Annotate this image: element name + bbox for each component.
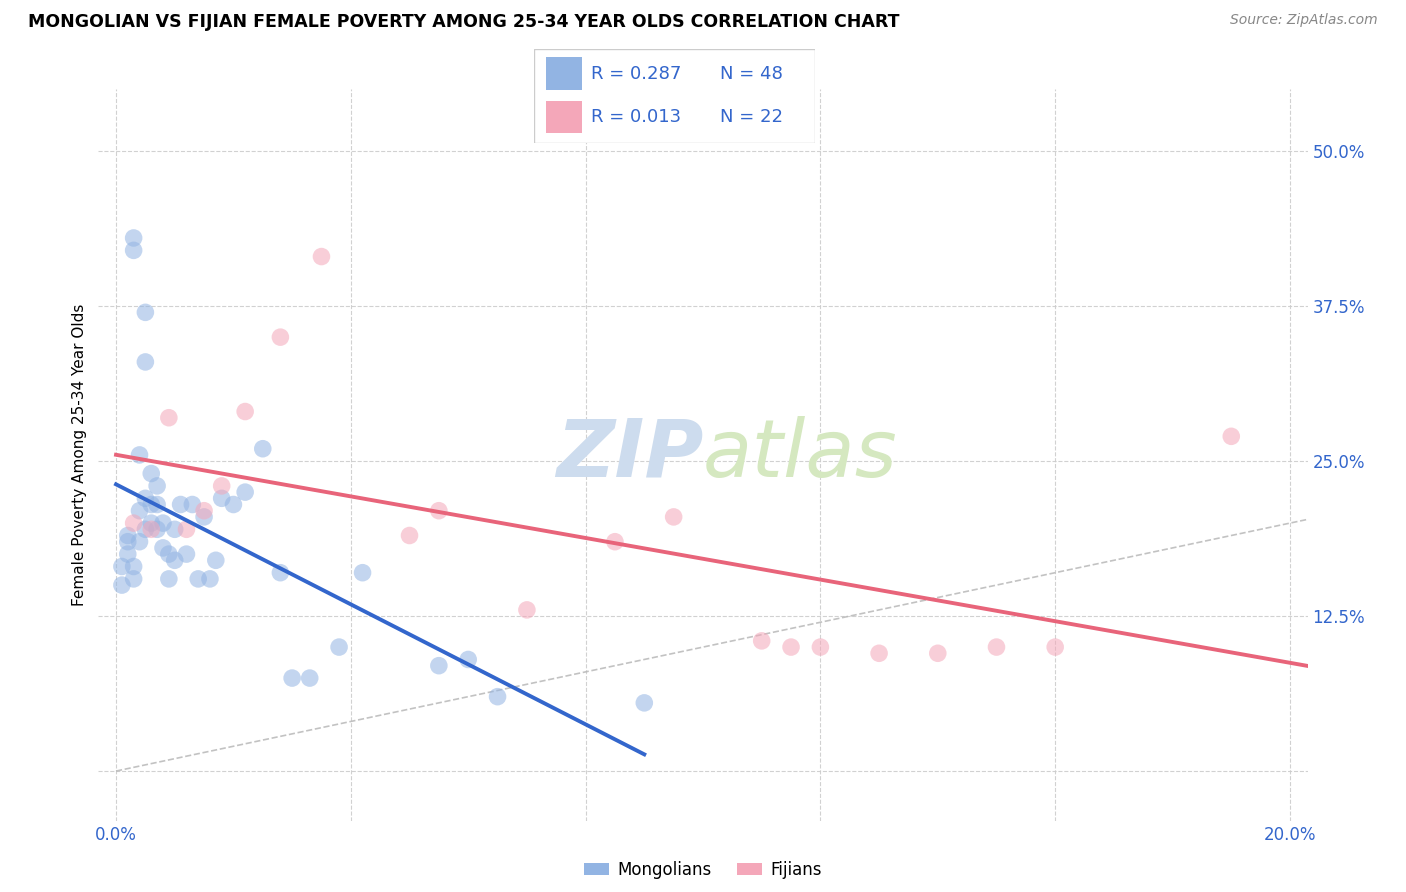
Point xyxy=(187,572,209,586)
Point xyxy=(927,646,949,660)
Point xyxy=(141,522,163,536)
Point xyxy=(157,547,180,561)
Point xyxy=(457,652,479,666)
Point xyxy=(516,603,538,617)
Text: N = 48: N = 48 xyxy=(720,65,783,83)
Point xyxy=(122,572,145,586)
Text: MONGOLIAN VS FIJIAN FEMALE POVERTY AMONG 25-34 YEAR OLDS CORRELATION CHART: MONGOLIAN VS FIJIAN FEMALE POVERTY AMONG… xyxy=(28,13,900,31)
Point xyxy=(211,491,233,506)
Point xyxy=(163,522,186,536)
Point xyxy=(134,491,156,506)
Point xyxy=(122,559,145,574)
Point xyxy=(252,442,274,456)
Text: N = 22: N = 22 xyxy=(720,108,783,126)
Point xyxy=(134,305,156,319)
Point xyxy=(117,534,139,549)
Point xyxy=(141,467,163,481)
Point xyxy=(603,534,626,549)
Y-axis label: Female Poverty Among 25-34 Year Olds: Female Poverty Among 25-34 Year Olds xyxy=(72,304,87,606)
Point xyxy=(122,516,145,530)
Point xyxy=(157,572,180,586)
Point xyxy=(1220,429,1243,443)
Point xyxy=(169,498,191,512)
Point xyxy=(117,547,139,561)
Point xyxy=(328,640,350,654)
Point xyxy=(269,566,291,580)
Point xyxy=(111,559,134,574)
Point xyxy=(193,504,215,518)
Point xyxy=(111,578,134,592)
Point xyxy=(146,479,169,493)
Point xyxy=(311,250,333,264)
Point xyxy=(181,498,204,512)
Point xyxy=(486,690,509,704)
Point xyxy=(134,522,156,536)
Point xyxy=(233,404,256,418)
Point xyxy=(157,410,180,425)
Point xyxy=(1043,640,1066,654)
Point xyxy=(427,504,450,518)
Point xyxy=(122,244,145,258)
Point xyxy=(233,485,256,500)
Text: R = 0.013: R = 0.013 xyxy=(591,108,681,126)
Point xyxy=(146,522,169,536)
Point xyxy=(134,355,156,369)
Point xyxy=(427,658,450,673)
Point xyxy=(128,534,150,549)
FancyBboxPatch shape xyxy=(534,49,815,143)
Point xyxy=(163,553,186,567)
Point xyxy=(751,633,773,648)
Point xyxy=(117,528,139,542)
Point xyxy=(146,498,169,512)
Point xyxy=(662,509,685,524)
Text: atlas: atlas xyxy=(703,416,898,494)
Point xyxy=(986,640,1008,654)
Point xyxy=(222,498,245,512)
Point xyxy=(780,640,803,654)
Point xyxy=(808,640,831,654)
Point xyxy=(193,509,215,524)
Point xyxy=(281,671,304,685)
Point xyxy=(128,504,150,518)
Text: R = 0.287: R = 0.287 xyxy=(591,65,681,83)
Text: Source: ZipAtlas.com: Source: ZipAtlas.com xyxy=(1230,13,1378,28)
Point xyxy=(204,553,226,567)
Text: ZIP: ZIP xyxy=(555,416,703,494)
Point xyxy=(868,646,890,660)
Legend: Mongolians, Fijians: Mongolians, Fijians xyxy=(578,855,828,886)
Point xyxy=(633,696,655,710)
Point xyxy=(176,547,198,561)
Point xyxy=(211,479,233,493)
Point xyxy=(398,528,420,542)
Point xyxy=(152,541,174,555)
Point xyxy=(352,566,374,580)
Point xyxy=(269,330,291,344)
Point xyxy=(176,522,198,536)
Point xyxy=(298,671,321,685)
Point xyxy=(141,498,163,512)
Point xyxy=(122,231,145,245)
Point xyxy=(128,448,150,462)
Bar xyxy=(546,101,582,134)
Point xyxy=(152,516,174,530)
Bar xyxy=(546,57,582,90)
Point xyxy=(141,516,163,530)
Point xyxy=(198,572,221,586)
